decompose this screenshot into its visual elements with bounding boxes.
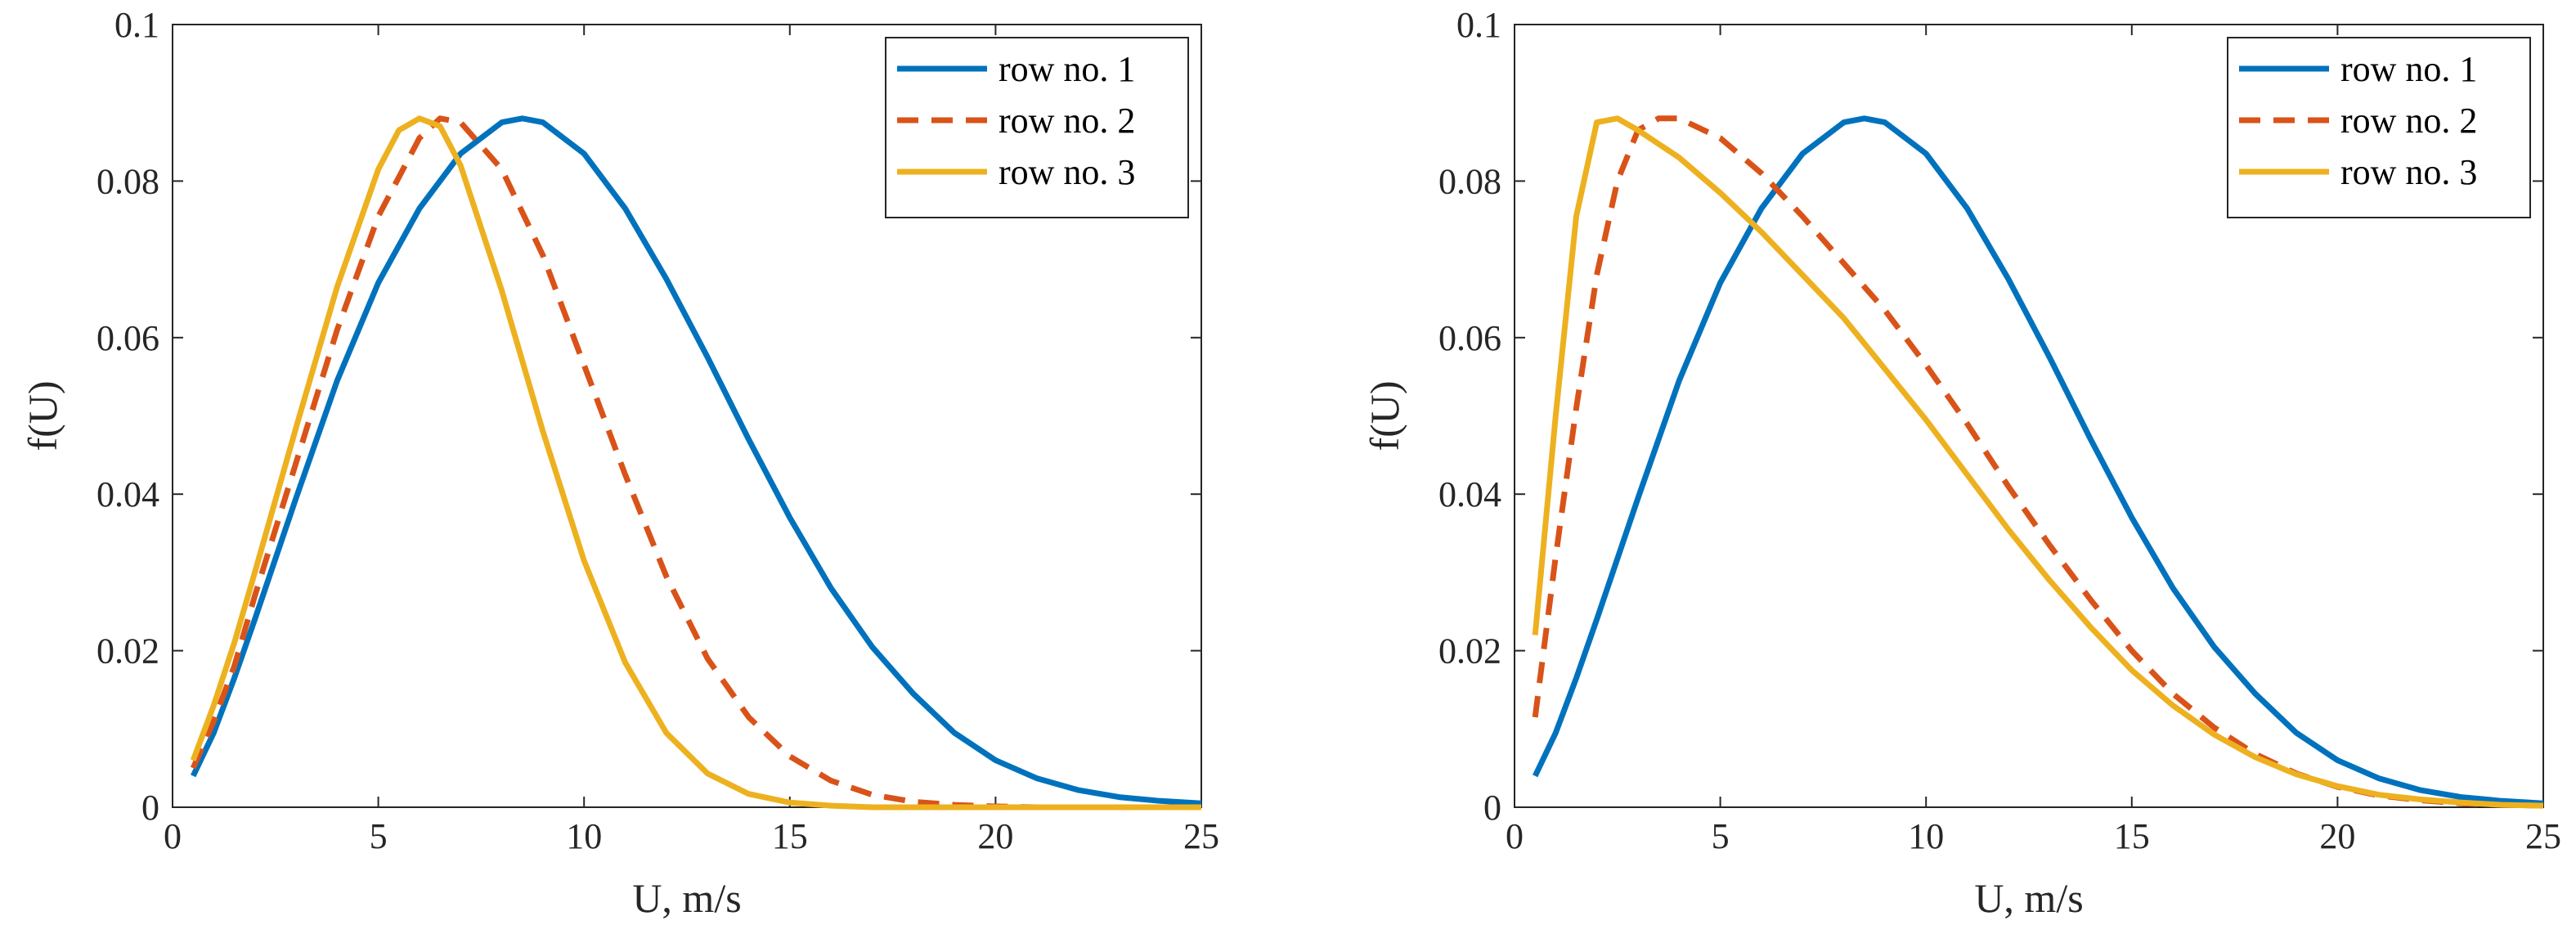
y-tick-label: 0.1 <box>114 5 159 45</box>
series-line-row-2 <box>190 115 1201 811</box>
legend-label-row-2: row no. 2 <box>999 101 1135 141</box>
x-tick-label: 15 <box>772 816 808 856</box>
legend-label-row-3: row no. 3 <box>2340 152 2477 192</box>
left-chart: 0 5 10 15 20 25 0 0.02 0.04 0.06 0.08 0.1 U, m/s f(U)… <box>20 5 1219 921</box>
y-tick-label: 0.08 <box>1438 161 1501 201</box>
x-tick-label: 10 <box>566 816 602 856</box>
y-axis-label: f(U) <box>1362 380 1407 451</box>
y-tick-label: 0.06 <box>1438 318 1501 358</box>
y-tick-label: 0 <box>1483 788 1501 828</box>
y-tick-label: 0.02 <box>1438 631 1501 671</box>
x-tick-label: 0 <box>164 816 182 856</box>
y-tick-label: 0.04 <box>96 474 159 514</box>
x-tick-label: 0 <box>1506 816 1524 856</box>
x-axis-label: U, m/s <box>632 875 741 921</box>
x-tick-label: 15 <box>2114 816 2150 856</box>
y-tick-label: 0.02 <box>96 631 159 671</box>
legend-label-row-1: row no. 1 <box>2340 49 2477 89</box>
series-line-row-1 <box>1533 115 2544 806</box>
x-tick-label: 10 <box>1908 816 1944 856</box>
y-axis-label: f(U) <box>20 380 65 451</box>
y-tick-label: 0 <box>141 788 159 828</box>
x-tick-label: 25 <box>1183 816 1219 856</box>
x-tick-label: 20 <box>2319 816 2355 856</box>
legend-label-row-2: row no. 2 <box>2340 101 2477 141</box>
series-line-row-2 <box>1532 115 2544 809</box>
x-tick-label: 5 <box>1712 816 1730 856</box>
y-tick-label: 0.04 <box>1438 474 1501 514</box>
right-chart: 0 5 10 15 20 25 0 0.02 0.04 0.06 0.08 0.1 U, m/s f(U)… <box>1362 5 2561 921</box>
legend-label-row-1: row no. 1 <box>999 49 1135 89</box>
x-tick-label: 20 <box>977 816 1013 856</box>
y-tick-label: 0.06 <box>96 318 159 358</box>
x-tick-label: 25 <box>2525 816 2561 856</box>
series-line-row-3 <box>1532 115 2544 809</box>
legend-label-row-3: row no. 3 <box>999 152 1135 192</box>
series-line-row-1 <box>191 115 1202 806</box>
x-axis-label: U, m/s <box>1974 875 2083 921</box>
x-tick-label: 5 <box>370 816 388 856</box>
y-tick-label: 0.08 <box>96 161 159 201</box>
y-tick-label: 0.1 <box>1456 5 1501 45</box>
series-line-row-3 <box>190 115 1201 811</box>
